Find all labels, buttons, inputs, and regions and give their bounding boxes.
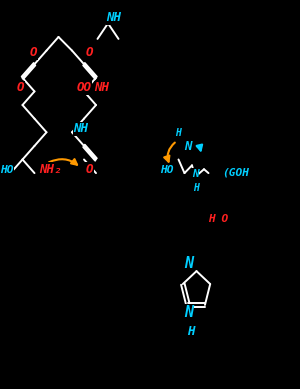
Text: N: N bbox=[192, 169, 199, 179]
Text: NH₂: NH₂ bbox=[39, 163, 62, 176]
Text: O: O bbox=[30, 46, 38, 60]
Text: HO: HO bbox=[160, 165, 174, 175]
Text: (GOH: (GOH bbox=[222, 168, 249, 178]
Text: N: N bbox=[184, 256, 194, 272]
Text: O: O bbox=[16, 81, 24, 95]
Text: NH: NH bbox=[74, 122, 88, 135]
Text: N: N bbox=[184, 140, 192, 153]
Text: H: H bbox=[194, 182, 200, 193]
Text: H: H bbox=[176, 128, 182, 138]
Text: H O: H O bbox=[208, 214, 229, 224]
Text: HO: HO bbox=[0, 165, 14, 175]
Text: O: O bbox=[85, 46, 93, 60]
Text: H: H bbox=[188, 324, 195, 338]
Text: N: N bbox=[184, 305, 194, 320]
Text: OO: OO bbox=[76, 81, 92, 95]
Text: NH: NH bbox=[106, 11, 122, 25]
Text: O: O bbox=[85, 163, 93, 176]
Text: NH: NH bbox=[94, 81, 110, 95]
